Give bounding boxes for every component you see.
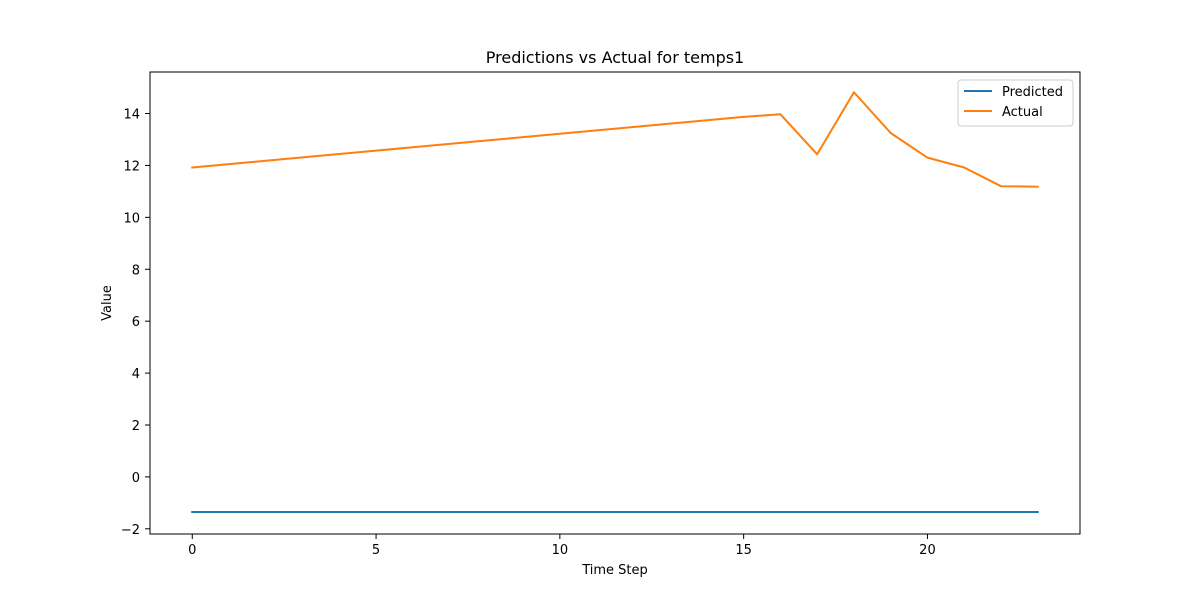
x-tick-label: 5 — [372, 543, 380, 558]
axes-frame — [149, 71, 1081, 535]
y-tick-label: 6 — [132, 315, 140, 330]
y-tick-label: 2 — [132, 419, 140, 434]
legend: Predicted Actual — [957, 79, 1074, 127]
y-tick-label: 8 — [132, 263, 140, 278]
legend-label-actual: Actual — [1002, 105, 1043, 120]
chart-title: Predictions vs Actual for temps1 — [486, 48, 744, 67]
x-tick-label: 10 — [552, 543, 569, 558]
y-tick-label: 4 — [132, 367, 140, 382]
y-tick-label: −2 — [121, 523, 140, 538]
legend-label-predicted: Predicted — [1002, 85, 1063, 100]
x-tick-label: 15 — [735, 543, 752, 558]
x-tick-label: 0 — [188, 543, 196, 558]
plot-area — [191, 91, 1039, 513]
y-tick-label: 14 — [123, 108, 140, 123]
y-axis-label: Value — [100, 285, 115, 321]
x-axis: 0 5 10 15 20 — [188, 534, 936, 558]
series-line-actual — [191, 91, 1039, 188]
y-axis: −2 0 2 4 6 8 10 12 14 — [121, 108, 150, 538]
x-axis-label: Time Step — [581, 563, 648, 578]
y-tick-label: 12 — [123, 159, 140, 174]
y-tick-label: 0 — [132, 471, 140, 486]
x-tick-label: 20 — [919, 543, 936, 558]
y-tick-label: 10 — [123, 211, 140, 226]
